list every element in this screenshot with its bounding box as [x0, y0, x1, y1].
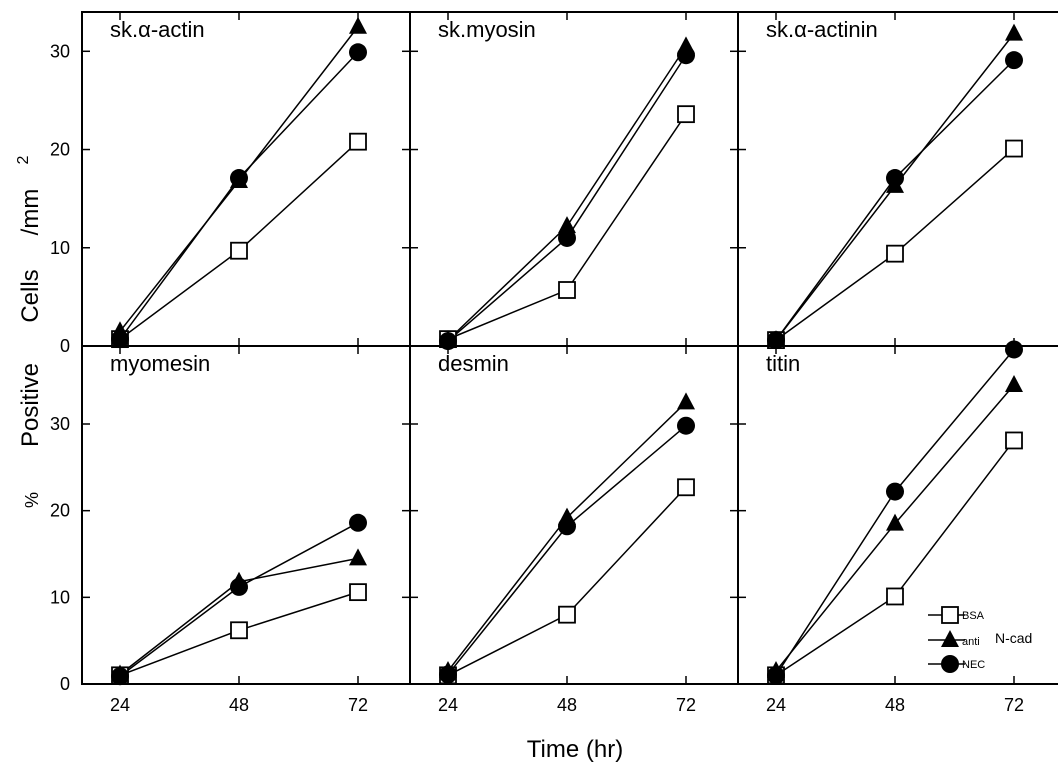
y-axis-title-unit-exp: 2 — [15, 155, 32, 164]
series-line-nec — [447, 425, 687, 675]
point-nec — [1005, 340, 1023, 359]
panel-sk-actinin: sk.α-actinin — [737, 11, 1058, 350]
legend-label-bsa: BSA — [962, 610, 985, 622]
point-nec — [230, 169, 248, 188]
point-anti — [1005, 375, 1023, 392]
x-tick-label: 48 — [885, 695, 905, 715]
panel-title: sk.myosin — [438, 17, 536, 42]
y-axis-title-positive: Positive — [17, 363, 44, 447]
y-tick-label: 20 — [50, 501, 70, 521]
legend-label-anti: anti — [962, 636, 980, 648]
y-axis-title-cells: Cells — [17, 269, 44, 322]
point-nec — [677, 416, 695, 435]
x-tick-label: 72 — [348, 695, 368, 715]
series-line-nec — [119, 522, 359, 677]
x-tick-label: 48 — [229, 695, 249, 715]
point-nec — [439, 665, 457, 684]
y-axis-title-unit: /mm — [17, 189, 44, 236]
y-tick-label: 30 — [50, 41, 70, 61]
x-axis-title: Time (hr) — [527, 736, 623, 763]
y-tick-label: 0 — [60, 674, 70, 694]
panel-title: desmin — [438, 351, 509, 376]
y-tick-label: 0 — [60, 336, 70, 356]
panel-title: myomesin — [110, 351, 210, 376]
y-tick-label: 10 — [50, 238, 70, 258]
point-nec — [230, 577, 248, 596]
point-anti — [677, 392, 695, 410]
legend-marker-anti — [941, 630, 959, 647]
panel-sk-myosin: sk.myosin — [409, 11, 739, 351]
point-nec — [558, 517, 576, 536]
panel-title: sk.α-actinin — [766, 17, 878, 42]
y-tick-label: 30 — [50, 414, 70, 434]
x-tick-label: 24 — [438, 695, 458, 715]
series-line-nec — [775, 59, 1015, 341]
point-bsa — [886, 244, 904, 263]
point-bsa — [349, 583, 367, 602]
point-bsa — [558, 605, 576, 624]
legend: BSA anti N-cad NEC — [928, 606, 1032, 673]
y-tick-label: 10 — [50, 587, 70, 607]
panel-myomesin: 0 10 20 30 24 48 72 myomesin — [50, 345, 411, 715]
point-nec — [767, 666, 785, 685]
panel-frame — [737, 345, 1058, 685]
panel-title: titin — [766, 351, 800, 376]
point-bsa — [677, 478, 695, 497]
x-tick-label: 24 — [110, 695, 130, 715]
point-bsa — [1005, 431, 1023, 450]
legend-marker-bsa — [941, 606, 959, 624]
point-anti — [886, 513, 904, 531]
point-bsa — [886, 587, 904, 606]
panel-titin: 24 48 72 titin — [737, 340, 1058, 715]
panel-desmin: 24 48 72 desmin — [409, 345, 739, 715]
point-nec — [349, 513, 367, 532]
point-nec — [349, 43, 367, 62]
y-axis-title: % Positive Cells/mm 2 — [15, 155, 44, 508]
point-nec — [558, 228, 576, 247]
point-bsa — [349, 132, 367, 151]
legend-label-ncad: N-cad — [995, 630, 1032, 646]
point-anti — [349, 16, 367, 34]
legend-label-nec: NEC — [962, 659, 985, 671]
series-line-nec — [119, 51, 359, 340]
x-tick-label: 48 — [557, 695, 577, 715]
panel-title: sk.α-actin — [110, 17, 205, 42]
x-tick-label: 72 — [1004, 695, 1024, 715]
point-nec — [677, 46, 695, 65]
point-bsa — [677, 105, 695, 124]
point-nec — [1005, 51, 1023, 70]
point-nec — [767, 331, 785, 350]
point-nec — [886, 482, 904, 501]
panel-frame — [409, 345, 739, 685]
x-tick-label: 24 — [766, 695, 786, 715]
point-bsa — [230, 241, 248, 260]
point-nec — [111, 330, 129, 349]
legend-marker-nec — [941, 655, 959, 673]
point-anti — [558, 216, 576, 234]
point-bsa — [230, 621, 248, 640]
point-bsa — [558, 281, 576, 299]
point-anti — [1005, 23, 1023, 41]
x-tick-label: 72 — [676, 695, 696, 715]
y-axis-title-percent: % — [22, 492, 42, 508]
y-tick-label: 20 — [50, 140, 70, 160]
panel-sk-actin: 0 10 20 30 sk.α-actin — [50, 11, 411, 356]
point-nec — [111, 667, 129, 686]
point-bsa — [1005, 139, 1023, 158]
point-anti — [349, 548, 367, 566]
point-nec — [886, 169, 904, 188]
